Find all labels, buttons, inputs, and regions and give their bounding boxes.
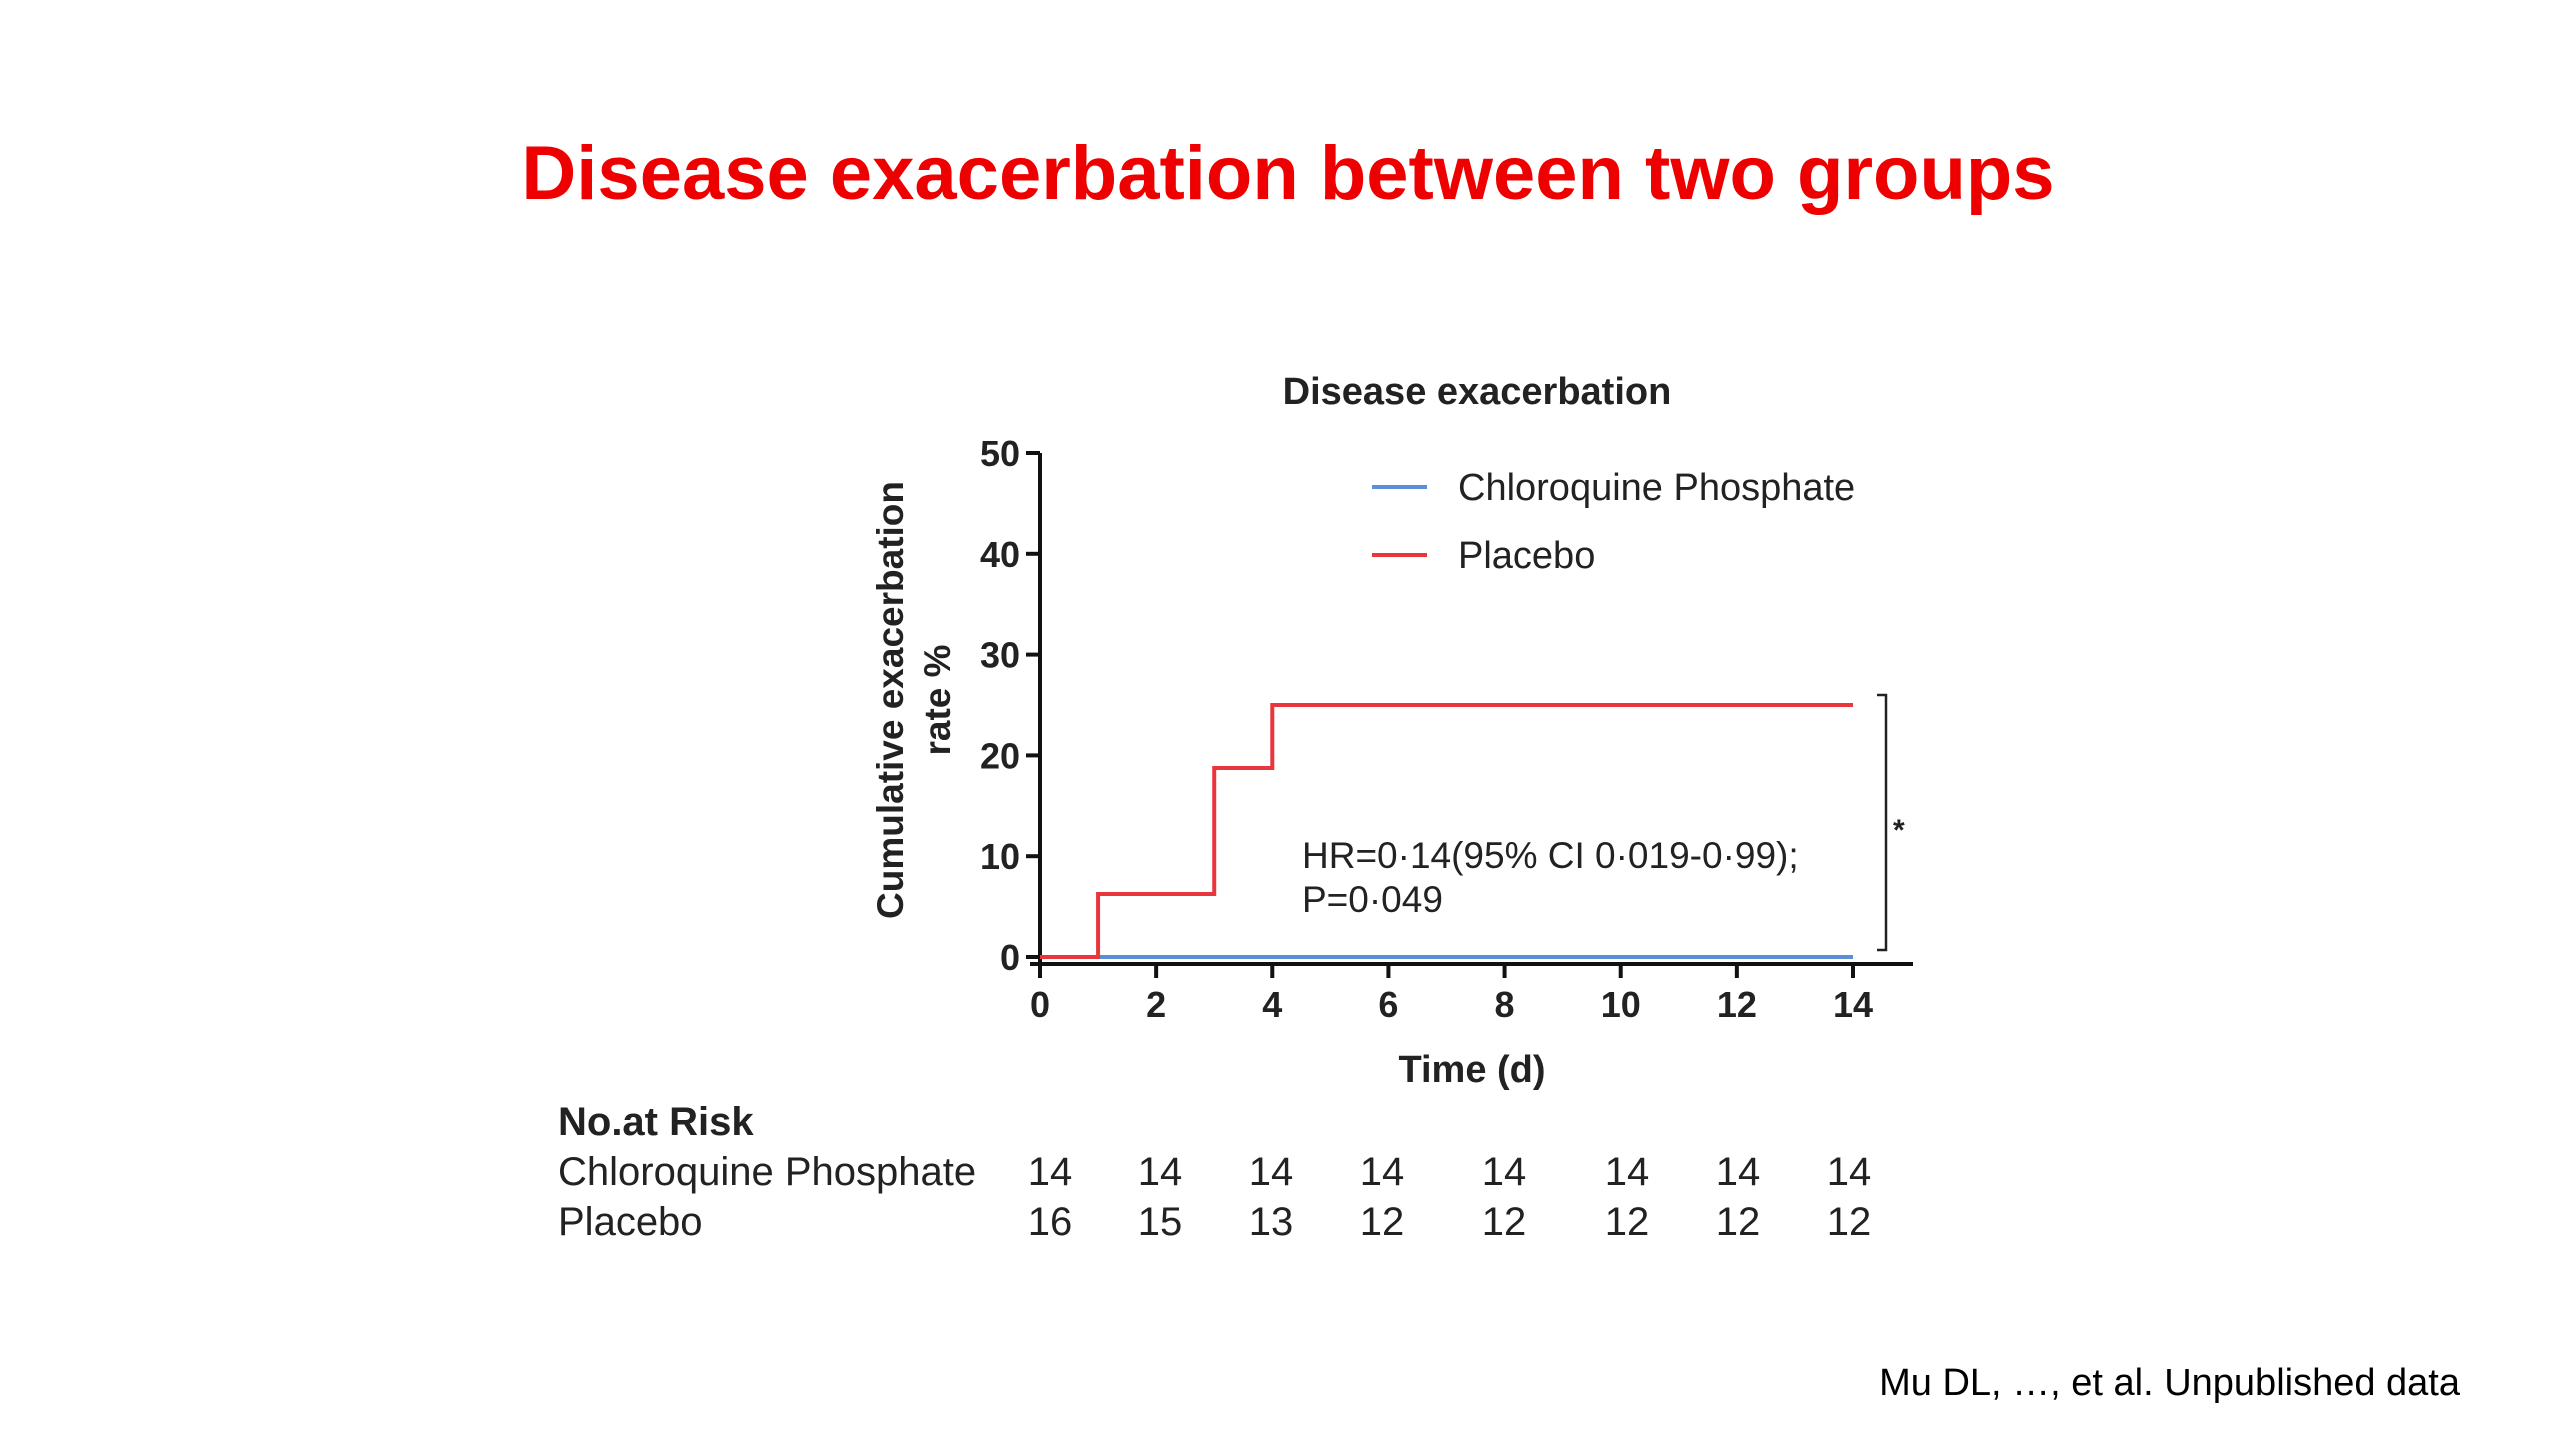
x-tick-label: 8 [1495, 984, 1515, 1025]
chart-series [1040, 693, 1888, 959]
slide-title: Disease exacerbation between two groups [521, 131, 2055, 216]
chart-axes: 0 10 20 30 40 50 0 2 4 6 8 10 12 14 [980, 433, 1913, 1025]
risk-value: 13 [1249, 1200, 1294, 1244]
hr-annotation-line1: HR=0·14(95% CI 0·019-0·99); [1302, 835, 1799, 876]
risk-value: 14 [1716, 1150, 1761, 1194]
x-tick-label: 6 [1378, 984, 1398, 1025]
y-tick-label: 30 [980, 635, 1020, 676]
risk-row-label-placebo: Placebo [558, 1200, 703, 1244]
risk-value: 12 [1827, 1200, 1872, 1244]
risk-value: 12 [1360, 1200, 1405, 1244]
x-tick-label: 0 [1030, 984, 1050, 1025]
x-tick-label: 14 [1833, 984, 1873, 1025]
risk-value: 14 [1482, 1150, 1527, 1194]
y-tick-label: 0 [1000, 937, 1020, 978]
risk-value: 14 [1605, 1150, 1650, 1194]
significance-marker: * [1893, 814, 1905, 847]
risk-value: 14 [1360, 1150, 1405, 1194]
risk-value: 14 [1249, 1150, 1294, 1194]
risk-value: 14 [1138, 1150, 1183, 1194]
x-tick-label: 12 [1717, 984, 1757, 1025]
risk-row-label-chloroquine: Chloroquine Phosphate [558, 1150, 976, 1194]
x-axis-label: Time (d) [1398, 1049, 1545, 1091]
series-line-placebo [1040, 703, 1853, 959]
x-tick-label: 2 [1146, 984, 1166, 1025]
citation: Mu DL, …, et al. Unpublished data [1879, 1362, 2460, 1404]
chart-legend: Chloroquine Phosphate Placebo [1372, 467, 1855, 577]
y-axis-label-line1: Cumulative exacerbation [870, 481, 911, 919]
risk-value: 12 [1605, 1200, 1650, 1244]
legend-label: Chloroquine Phosphate [1458, 467, 1855, 509]
risk-table-values: 14 14 14 14 14 14 14 14 16 15 13 12 12 12 12 12 [1028, 1150, 1872, 1244]
chart-title: Disease exacerbation [1283, 371, 1672, 413]
y-axis-label-line2: rate % [917, 644, 958, 755]
x-tick-label: 10 [1601, 984, 1641, 1025]
risk-value: 12 [1716, 1200, 1761, 1244]
risk-value: 15 [1138, 1200, 1183, 1244]
significance-bracket [1877, 693, 1888, 952]
x-tick-label: 4 [1262, 984, 1282, 1025]
legend-label: Placebo [1458, 535, 1595, 577]
hr-annotation-line2: P=0·049 [1302, 879, 1443, 920]
risk-table-header: No.at Risk [558, 1100, 754, 1144]
risk-value: 14 [1827, 1150, 1872, 1194]
y-tick-label: 40 [980, 534, 1020, 575]
chart-text: Disease exacerbation Time (d) Cumulative… [558, 371, 1905, 1244]
risk-value: 16 [1028, 1200, 1073, 1244]
y-tick-label: 10 [980, 836, 1020, 877]
y-tick-label: 20 [980, 735, 1020, 776]
risk-value: 14 [1028, 1150, 1073, 1194]
y-tick-label: 50 [980, 433, 1020, 474]
risk-value: 12 [1482, 1200, 1527, 1244]
